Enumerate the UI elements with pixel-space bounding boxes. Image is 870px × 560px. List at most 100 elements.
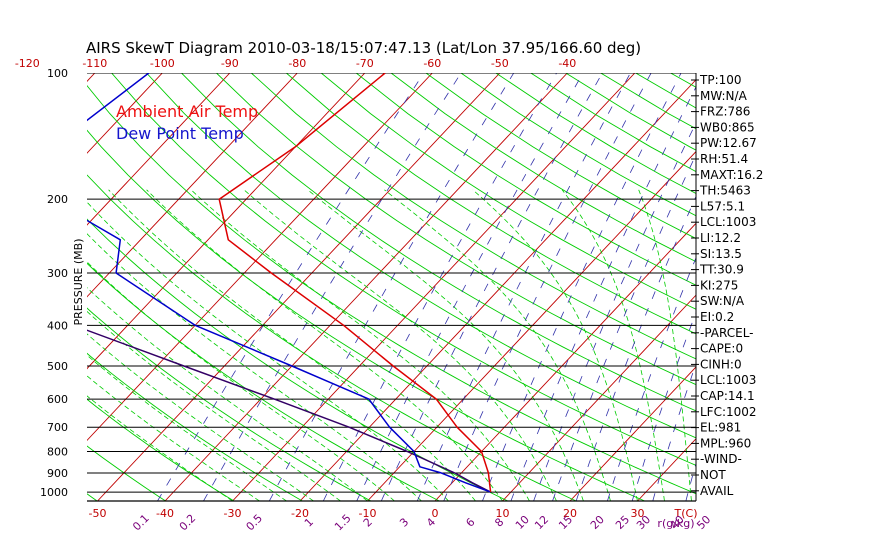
moist-adiabat-line (561, 189, 665, 501)
isotherm-line (87, 73, 231, 226)
mixing-ratio-line (157, 73, 425, 501)
isobar-label: 1000 (40, 486, 68, 499)
top-temp-label: -70 (356, 57, 374, 70)
moist-adiabat-line (472, 189, 638, 501)
isotherm-line (502, 294, 696, 501)
isobar-label: 900 (47, 467, 68, 480)
dry-adiabat-line (87, 85, 696, 495)
moist-adiabat-line (87, 201, 449, 501)
mixing-ratio-label: 0.1 (130, 512, 152, 534)
isobar-label: 100 (47, 67, 68, 80)
bottom-temp-label: 20 (563, 507, 577, 520)
moist-adiabat-line (243, 189, 557, 501)
isotherm-line (367, 150, 696, 501)
dry-adiabat-line (460, 73, 696, 217)
isotherm-line (434, 222, 696, 501)
info-panel-item: NOT (700, 468, 726, 482)
top-temp-label: -100 (150, 57, 175, 70)
mixing-ratio-label: 6 (463, 515, 477, 529)
isotherm-line (569, 366, 696, 501)
isobar-label: 500 (47, 360, 68, 373)
isobar-label: 400 (47, 319, 68, 332)
isobar-label: 800 (47, 446, 68, 459)
mixing-ratio-line (322, 73, 557, 501)
mixing-ratio-label: 10 (513, 513, 532, 532)
mixing-ratio-line (552, 153, 696, 501)
isotherm-line (87, 73, 433, 442)
data-series (87, 73, 492, 493)
mixing-ratio-label: 1.5 (332, 512, 354, 534)
dry-adiabat-line (87, 352, 303, 501)
info-panel-item: PW:12.67 (700, 136, 757, 150)
info-panel-item: RH:51.4 (700, 152, 748, 166)
isotherm-line (773, 73, 870, 501)
top-temp-label: -80 (288, 57, 306, 70)
mixing-ratio-label: 1 (302, 515, 316, 529)
info-panel-item: -WIND- (700, 452, 742, 466)
bottom-temp-label: 30 (631, 507, 645, 520)
info-panel-item: SW:N/A (700, 294, 745, 308)
isobar-label: 700 (47, 421, 68, 434)
dry-adiabat-line (495, 73, 696, 195)
bottom-temp-label: -30 (224, 507, 242, 520)
moist-adiabat-line (638, 189, 692, 501)
mixing-ratio-line (268, 73, 515, 501)
info-panel-item: TP:100 (699, 73, 742, 87)
dry-adiabat-line (286, 73, 696, 335)
info-panel-item: LI:12.2 (700, 231, 741, 245)
isotherm-line (299, 79, 696, 501)
info-panel-item: TH:5463 (699, 184, 751, 198)
top-temp-label: -40 (558, 57, 576, 70)
info-panel-item: MW:N/A (700, 89, 748, 103)
bottom-temp-label: -50 (89, 507, 107, 520)
dry-adiabat-line (111, 73, 696, 466)
info-panel-item: L57:5.1 (700, 199, 745, 213)
bottom-temp-label: -20 (291, 507, 309, 520)
isobar-label: 600 (47, 393, 68, 406)
mixing-ratio-label: 12 (532, 513, 551, 532)
mixing-ratio-unit: r(g/kg) (657, 517, 694, 530)
moist-adiabat-line (108, 189, 476, 501)
mixing-ratio-label: 0.2 (177, 512, 199, 534)
info-panel-item: KI:275 (700, 278, 738, 292)
info-panel-item: FRZ:786 (700, 105, 750, 119)
mixing-ratio-line (607, 256, 696, 501)
info-panel-item: TT:30.9 (699, 263, 744, 277)
info-panel-item: SI:13.5 (700, 247, 742, 261)
info-panel-item: -PARCEL- (700, 326, 754, 340)
dry-adiabat-line (810, 73, 870, 501)
moist-adiabat-line (87, 261, 395, 501)
moist-adiabat-line (87, 395, 233, 501)
isotherm-line (0, 73, 27, 501)
legend-ambient: Ambient Air Temp (116, 102, 258, 121)
top-temp-label: -50 (491, 57, 509, 70)
isotherm-line (97, 73, 501, 501)
info-panel-item: CINH:0 (700, 357, 742, 371)
info-panel-item: EL:981 (700, 421, 741, 435)
mixing-ratio-label: 3 (397, 515, 411, 529)
mixing-ratio-line (356, 73, 584, 501)
mixing-ratio-line (533, 121, 696, 501)
bottom-temp-label: 0 (432, 507, 439, 520)
top-temp-label: -110 (82, 57, 107, 70)
info-panel-item: AVAIL (700, 484, 734, 498)
isotherm-line (164, 73, 568, 501)
moist-adiabat-line (190, 189, 530, 501)
bottom-temp-label: -40 (156, 507, 174, 520)
info-panel-item: LFC:1002 (700, 405, 757, 419)
isotherm-line (232, 73, 636, 501)
mixing-ratio-line (575, 195, 696, 501)
info-panel-item: EI:0.2 (700, 310, 734, 324)
info-panel-item: CAP:14.1 (700, 389, 755, 403)
dry-adiabat-line (320, 73, 696, 310)
bottom-temp-label: 10 (496, 507, 510, 520)
top-temp-label: -90 (221, 57, 239, 70)
isobar-label: 200 (47, 193, 68, 206)
info-panel-item: MAXT:16.2 (700, 168, 763, 182)
top-temp-label: -60 (423, 57, 441, 70)
info-panel-item: CAPE:0 (700, 342, 743, 356)
grid-lines (0, 73, 870, 501)
moist-adiabat-line (384, 189, 611, 501)
moist-adiabat-line (87, 233, 422, 501)
mixing-ratio-label: 0.5 (244, 512, 266, 534)
